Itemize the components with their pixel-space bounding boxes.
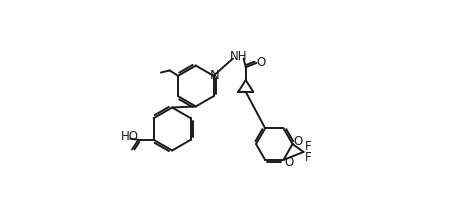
Text: HO: HO <box>121 130 139 143</box>
Text: O: O <box>293 135 302 148</box>
Text: F: F <box>305 140 311 153</box>
Text: F: F <box>305 151 311 164</box>
Text: O: O <box>284 155 293 169</box>
Text: NH: NH <box>229 50 247 63</box>
Text: O: O <box>256 56 266 69</box>
Text: N: N <box>210 69 219 82</box>
